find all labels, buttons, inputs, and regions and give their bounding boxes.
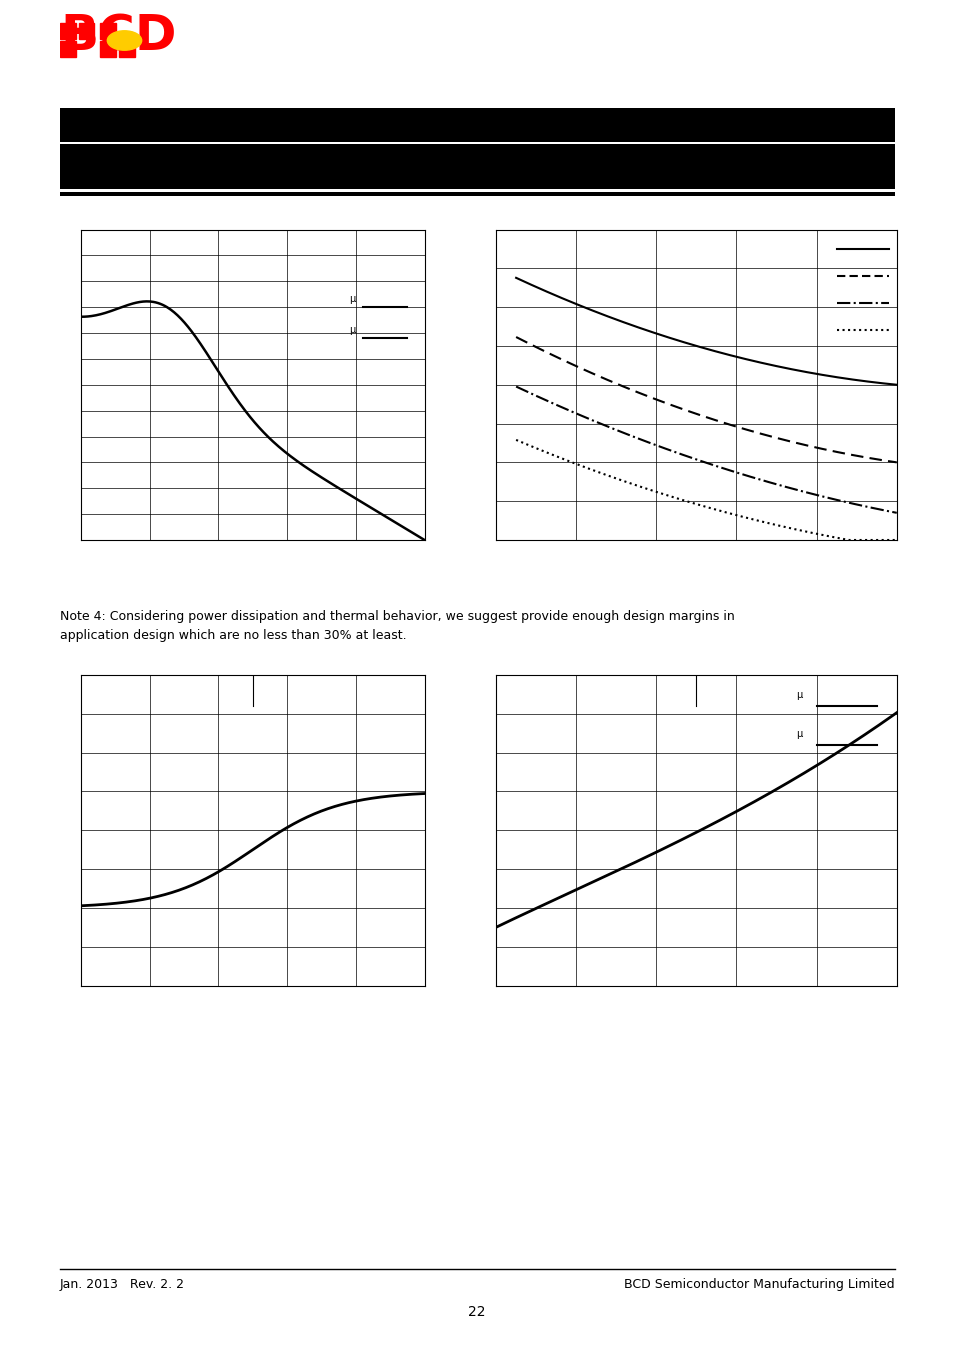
Bar xyxy=(60,42,75,57)
Text: μ: μ xyxy=(349,294,355,304)
Text: BCD Semiconductor Manufacturing Limited: BCD Semiconductor Manufacturing Limited xyxy=(623,1278,894,1292)
Text: 22: 22 xyxy=(468,1305,485,1319)
Text: μ: μ xyxy=(349,325,355,335)
Text: μ: μ xyxy=(796,729,802,738)
Bar xyxy=(60,23,75,39)
Text: μ: μ xyxy=(796,690,802,701)
Bar xyxy=(100,23,116,39)
Bar xyxy=(118,42,134,57)
Text: Note 4: Considering power dissipation and thermal behavior, we suggest provide e: Note 4: Considering power dissipation an… xyxy=(60,610,734,643)
Circle shape xyxy=(107,31,141,50)
Text: Jan. 2013   Rev. 2. 2: Jan. 2013 Rev. 2. 2 xyxy=(60,1278,185,1292)
Text: BCD: BCD xyxy=(60,12,176,61)
Bar xyxy=(100,42,116,57)
Bar xyxy=(78,23,94,39)
